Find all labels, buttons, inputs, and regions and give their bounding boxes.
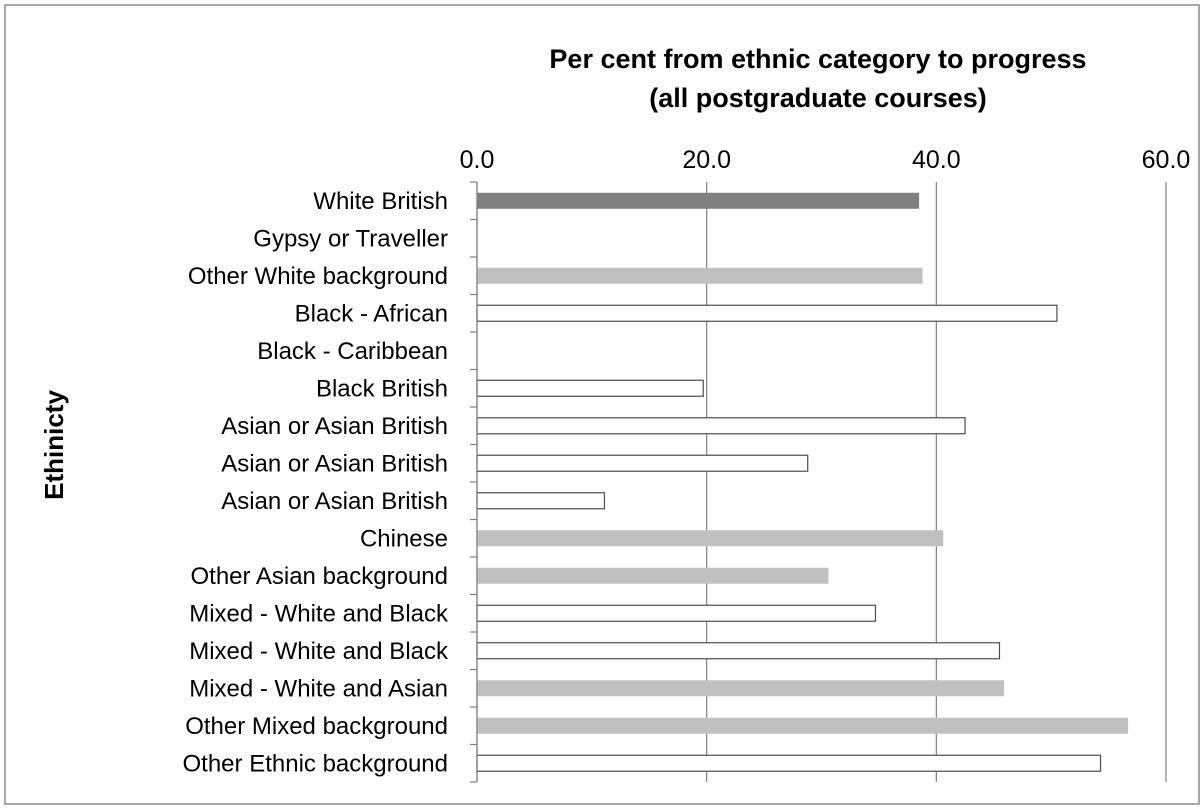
x-tick-label: 40.0 bbox=[912, 146, 961, 174]
category-label: Asian or Asian British bbox=[221, 413, 448, 440]
bar bbox=[476, 492, 606, 510]
category-axis bbox=[470, 181, 478, 783]
bar bbox=[476, 417, 966, 435]
bar bbox=[476, 304, 1058, 322]
category-label: Chinese bbox=[360, 525, 448, 552]
category-label: White British bbox=[313, 188, 448, 215]
category-label: Mixed - White and Asian bbox=[189, 675, 448, 702]
category-label: Other White background bbox=[188, 263, 448, 290]
chart-title-line-2: (all postgraduate courses) bbox=[649, 83, 987, 113]
category-label: Other Asian background bbox=[191, 563, 449, 590]
category-label: Asian or Asian British bbox=[221, 488, 448, 515]
category-label: Black - African bbox=[295, 300, 448, 327]
bar bbox=[477, 680, 1005, 697]
x-tick-labels: 0.0 20.0 40.0 60.0 bbox=[460, 146, 1191, 174]
category-label: Asian or Asian British bbox=[221, 450, 448, 477]
bar bbox=[476, 379, 704, 397]
bar bbox=[476, 454, 809, 472]
x-tick-label: 0.0 bbox=[460, 146, 495, 174]
category-label: Black British bbox=[316, 375, 448, 402]
chart-title-line-1: Per cent from ethnic category to progres… bbox=[549, 44, 1086, 74]
bar bbox=[476, 754, 1102, 772]
y-axis-title: Ethinicty bbox=[39, 390, 69, 500]
category-label: Black - Caribbean bbox=[257, 338, 448, 365]
bar bbox=[477, 192, 920, 209]
category-label: Mixed - White and Black bbox=[189, 600, 449, 627]
category-label: Other Mixed background bbox=[185, 713, 448, 740]
category-labels: White British Gypsy or Traveller Other Whi… bbox=[183, 188, 449, 778]
bar bbox=[476, 642, 1001, 660]
x-tick-label: 20.0 bbox=[682, 146, 731, 174]
category-label: Gypsy or Traveller bbox=[253, 225, 448, 252]
bar bbox=[477, 267, 923, 284]
bar bbox=[476, 604, 877, 622]
bar bbox=[477, 567, 829, 584]
bar bbox=[477, 717, 1129, 734]
bars bbox=[476, 192, 1129, 772]
category-label: Mixed - White and Black bbox=[189, 638, 449, 665]
chart-border bbox=[4, 4, 1200, 805]
category-label: Other Ethnic background bbox=[183, 750, 449, 777]
bar bbox=[477, 530, 944, 547]
x-tick-label: 60.0 bbox=[1142, 146, 1191, 174]
